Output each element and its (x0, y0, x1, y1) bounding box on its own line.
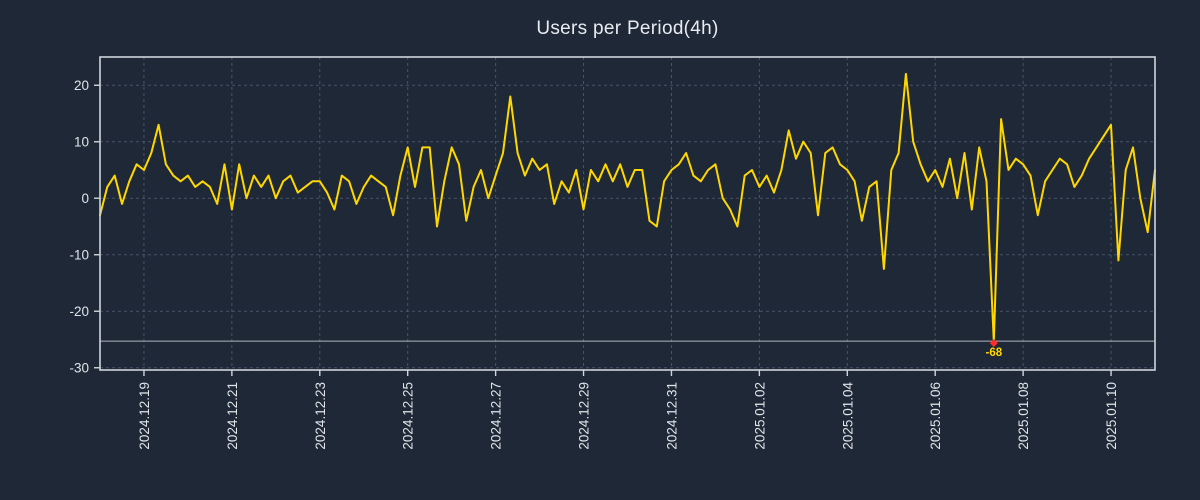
x-tick-label: 2024.12.25 (401, 382, 416, 450)
y-tick-label: 20 (74, 78, 89, 93)
series-line (99, 72, 1156, 343)
y-tick-label: -10 (69, 248, 89, 263)
x-tick-label: 2025.01.04 (840, 382, 855, 450)
x-tick-label: 2025.01.10 (1104, 382, 1119, 450)
chart-title: Users per Period(4h) (536, 18, 719, 39)
y-tick-label: -30 (69, 361, 89, 376)
x-tick-label: 2024.12.21 (225, 382, 240, 450)
min-point-marker (989, 339, 998, 348)
x-tick-label: 2024.12.27 (489, 382, 504, 450)
x-tick-label: 2025.01.08 (1016, 382, 1031, 450)
y-tick-label: 10 (74, 135, 89, 150)
x-tick-label: 2025.01.02 (752, 382, 767, 450)
x-tick-label: 2024.12.29 (577, 382, 592, 450)
y-tick-label: 0 (81, 191, 89, 206)
y-tick-label: -20 (69, 304, 89, 319)
min-value-label: -68 (986, 347, 1003, 359)
x-tick-label: 2025.01.06 (928, 382, 943, 450)
plot-border (99, 56, 1156, 371)
x-tick-label: 2024.12.19 (137, 382, 152, 450)
x-tick-label: 2024.12.23 (313, 382, 328, 450)
x-tick-label: 2024.12.31 (664, 382, 679, 450)
